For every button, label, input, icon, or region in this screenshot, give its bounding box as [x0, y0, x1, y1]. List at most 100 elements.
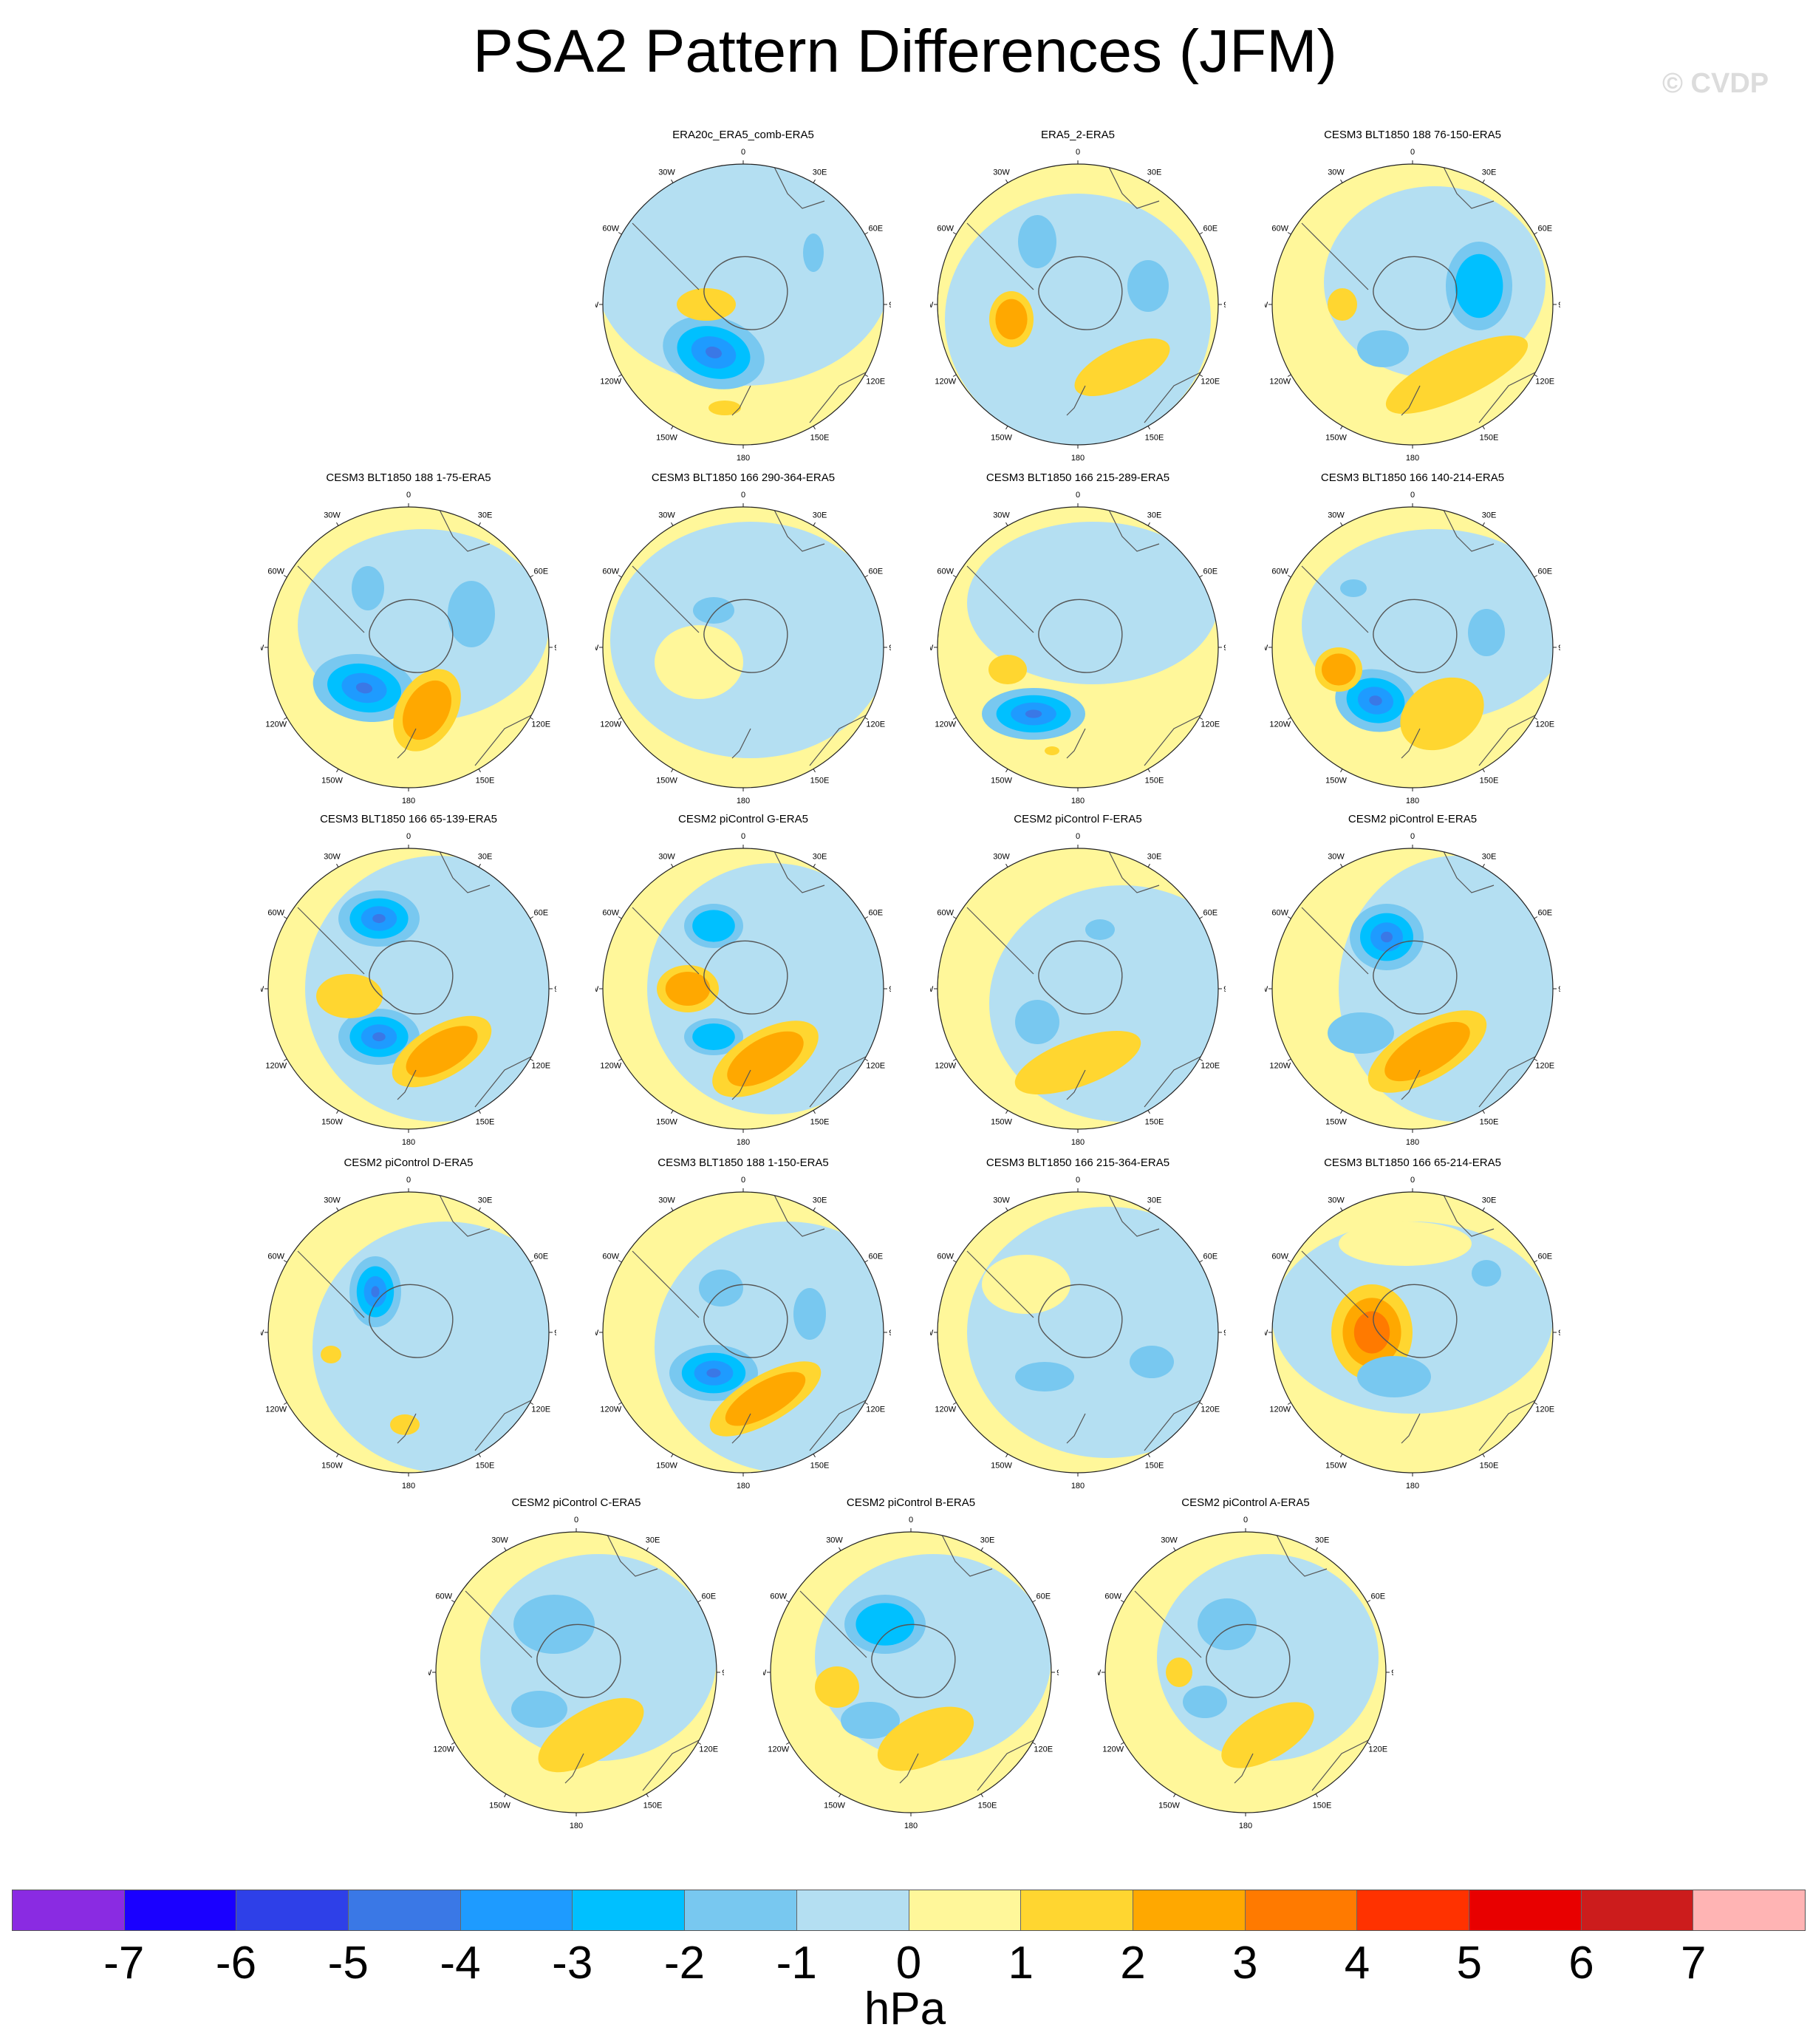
longitude-label: 30E: [980, 1536, 995, 1545]
longitude-tick: [1340, 179, 1343, 183]
antarctica-coastline: [369, 1284, 454, 1358]
longitude-tick: [530, 1058, 534, 1061]
south-america-coastline: [1301, 907, 1369, 975]
longitude-tick: [1287, 374, 1291, 377]
longitude-label: 180: [570, 1822, 583, 1829]
longitude-label: 90E: [1223, 644, 1226, 653]
longitude-label: 0: [1410, 148, 1415, 157]
australia-coastline: [474, 1055, 535, 1108]
longitude-tick: [864, 374, 869, 377]
longitude-label: 60W: [602, 225, 619, 234]
panel-title: CESM3 BLT1850 166 140-214-ERA5: [1320, 471, 1505, 484]
longitude-label: 90E: [1558, 1329, 1560, 1338]
longitude-tick: [952, 1260, 957, 1263]
longitude-tick: [1315, 1793, 1318, 1798]
longitude-label: 120E: [866, 1062, 885, 1071]
longitude-tick: [336, 1110, 339, 1114]
new-zealand-coastline: [731, 385, 751, 416]
longitude-tick: [1147, 1207, 1150, 1211]
longitude-label: 60W: [937, 1253, 954, 1261]
longitude-label: 30E: [478, 1196, 493, 1205]
longitude-tick: [671, 1110, 674, 1114]
africa-coastline: [1107, 507, 1160, 552]
longitude-label: 30W: [993, 1196, 1010, 1205]
africa-coastline: [1441, 1192, 1495, 1237]
negative-region: [967, 522, 1218, 684]
longitude-tick: [1287, 232, 1291, 235]
polar-map: 0 30E 60E 90E 120E 150E 180 150W 120W 90W 60W 30W: [595, 1176, 891, 1489]
longitude-tick: [1315, 1547, 1318, 1551]
longitude-label: 0: [1410, 832, 1415, 841]
panel-title: CESM2 piControl B-ERA5: [846, 1496, 976, 1509]
longitude-label: 120E: [1535, 1406, 1554, 1414]
longitude-tick: [1340, 1454, 1343, 1458]
south-america-coastline: [1134, 1590, 1202, 1658]
longitude-label: 60E: [1036, 1592, 1051, 1601]
new-zealand-coastline: [1401, 1069, 1421, 1100]
longitude-tick: [980, 1547, 983, 1551]
longitude-tick: [504, 1547, 507, 1551]
map-panel: CESM3 BLT1850 166 65-139-ERA5 0 30E 60E 90E 1…: [261, 813, 556, 1145]
longitude-label: 150E: [810, 1461, 830, 1470]
map-panel: CESM2 piControl D-ERA5 0 30E 60E 90E 120E 150E…: [261, 1156, 556, 1489]
longitude-tick: [839, 1547, 841, 1551]
longitude-tick: [813, 179, 816, 183]
longitude-label: 120W: [1102, 1745, 1124, 1754]
australia-coastline: [809, 1398, 870, 1451]
anomaly-contour: [1166, 1658, 1192, 1687]
longitude-tick: [864, 1058, 869, 1061]
longitude-tick: [1199, 916, 1203, 919]
colorbar-tick: 3: [1232, 1938, 1258, 1989]
longitude-label: 0: [741, 148, 745, 157]
longitude-tick: [1534, 232, 1538, 235]
africa-coastline: [1441, 507, 1495, 552]
new-zealand-coastline: [397, 728, 417, 759]
longitude-label: 180: [1406, 1138, 1419, 1145]
colorbar-tick: -7: [103, 1938, 145, 1989]
polar-map: 0 30E 60E 90E 120E 150E 180 150W 120W 90W 60W 30W: [763, 1516, 1059, 1829]
longitude-tick: [1147, 769, 1150, 773]
longitude-label: 120E: [1368, 1745, 1387, 1754]
longitude-label: 90E: [889, 301, 891, 310]
anomaly-contour: [692, 910, 735, 942]
colorbar-swatch: [1245, 1890, 1358, 1930]
longitude-label: 120W: [265, 1062, 287, 1071]
negative-region: [610, 522, 884, 758]
negative-region: [1324, 186, 1546, 378]
polar-map: 0 30E 60E 90E 120E 150E 180 150W 120W 90W 60W 30W: [261, 491, 556, 804]
polar-map: 0 30E 60E 90E 120E 150E 180 150W 120W 90W 60W 30W: [261, 832, 556, 1145]
longitude-label: 30W: [1328, 853, 1345, 862]
longitude-label: 150E: [810, 776, 830, 785]
anomaly-contour: [513, 1595, 595, 1654]
longitude-label: 0: [574, 1516, 578, 1525]
longitude-label: 90W: [1265, 644, 1268, 653]
longitude-tick: [283, 1058, 287, 1061]
longitude-tick: [1032, 1742, 1037, 1745]
anomaly-contour: [1353, 1311, 1390, 1354]
longitude-tick: [813, 522, 816, 526]
longitude-label: 150E: [1145, 1461, 1164, 1470]
longitude-tick: [1534, 374, 1538, 377]
australia-coastline: [474, 713, 535, 766]
south-america-coastline: [966, 222, 1034, 290]
new-zealand-coastline: [731, 728, 751, 759]
longitude-label: 150W: [824, 1801, 845, 1810]
polar-map: 0 30E 60E 90E 120E 150E 180 150W 120W 90W 60W 30W: [1265, 832, 1560, 1145]
longitude-label: 90E: [554, 985, 556, 994]
longitude-tick: [671, 426, 674, 430]
panel-title: CESM3 BLT1850 166 215-364-ERA5: [986, 1156, 1170, 1169]
longitude-tick: [451, 1742, 455, 1745]
longitude-label: 120E: [1535, 378, 1554, 386]
anomaly-contour: [677, 288, 736, 321]
australia-coastline: [1311, 1738, 1372, 1791]
colorbar-tick: -4: [440, 1938, 481, 1989]
longitude-tick: [1340, 1207, 1343, 1211]
longitude-tick: [478, 769, 481, 773]
longitude-label: 120E: [1034, 1745, 1053, 1754]
colorbar-tick: -6: [215, 1938, 257, 1989]
anomaly-contour: [1018, 215, 1056, 268]
map-panel: CESM2 piControl A-ERA5 0 30E 60E 90E 120E 150E…: [1098, 1496, 1393, 1829]
anomaly-contour: [1468, 609, 1505, 656]
panel-title: CESM3 BLT1850 188 76-150-ERA5: [1324, 129, 1501, 141]
longitude-tick: [1173, 1547, 1176, 1551]
